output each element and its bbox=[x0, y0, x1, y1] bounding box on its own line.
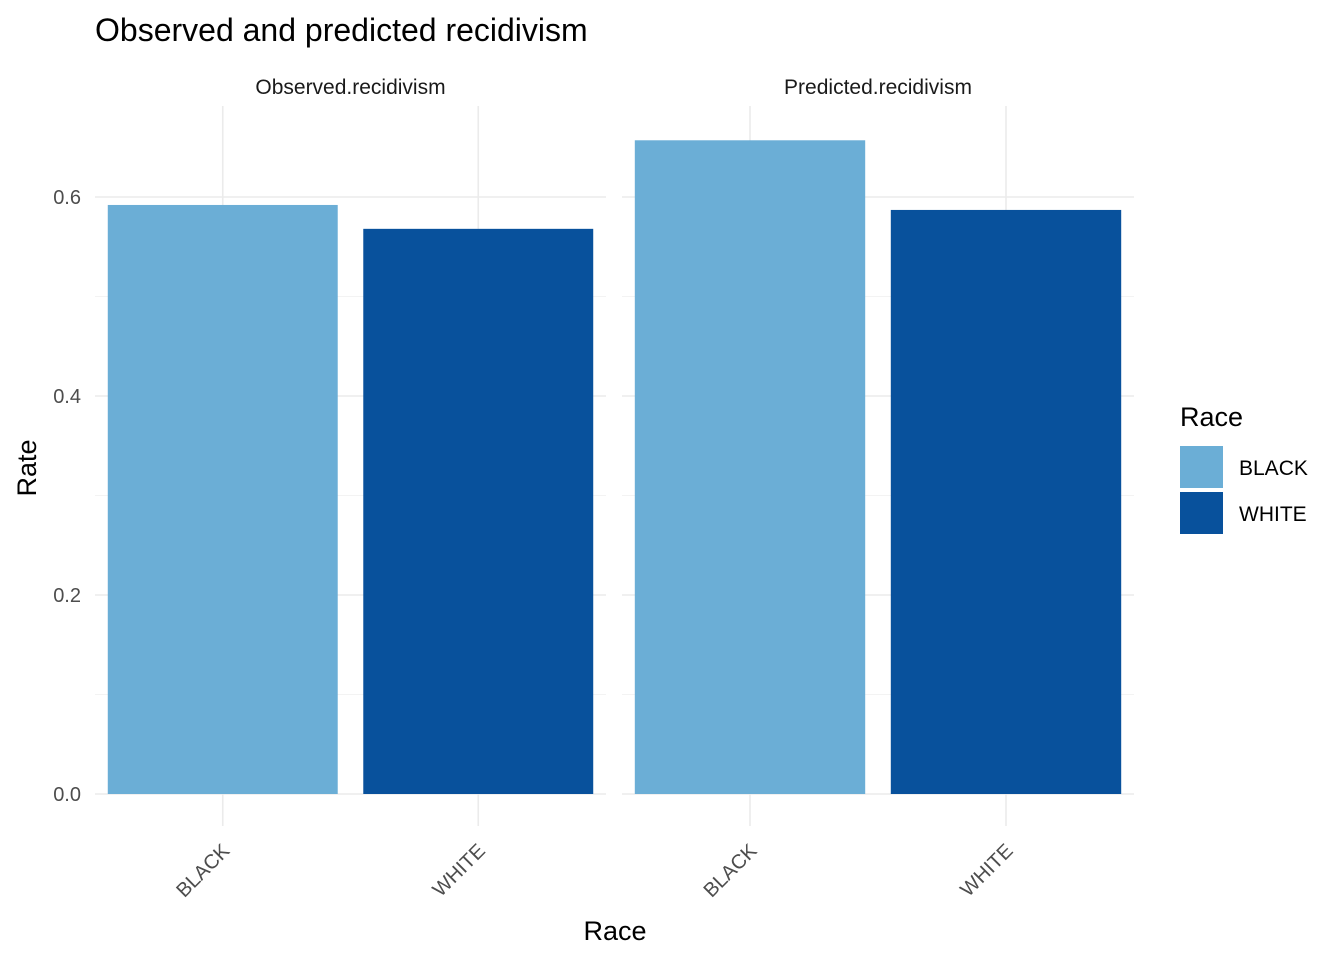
bar-black bbox=[634, 140, 866, 794]
x-axis-title: Race bbox=[583, 916, 646, 946]
facet-strip-label: Observed.recidivism bbox=[255, 76, 445, 99]
legend-label: WHITE bbox=[1239, 503, 1307, 526]
legend-label: BLACK bbox=[1239, 457, 1308, 480]
bar-white bbox=[890, 209, 1122, 794]
bar-white bbox=[363, 228, 594, 795]
facet-panel: Observed.recidivism BLACK WHITE bbox=[95, 76, 606, 902]
chart-title: Observed and predicted recidivism bbox=[95, 12, 588, 48]
x-tick-label: WHITE bbox=[956, 840, 1017, 901]
x-tick-label: BLACK bbox=[700, 840, 762, 902]
x-tick-label: BLACK bbox=[172, 840, 234, 902]
y-tick-label: 0.2 bbox=[53, 585, 81, 607]
y-tick-label: 0.4 bbox=[53, 386, 81, 408]
legend: Race BLACK WHITE bbox=[1180, 402, 1308, 534]
x-tick-label: WHITE bbox=[429, 840, 490, 901]
facet-panels: 0.0 0.2 0.4 0.6 Observed.recidivism BLACK WHIT… bbox=[53, 76, 1134, 902]
y-axis-title: Rate bbox=[12, 439, 42, 496]
y-tick-label: 0.6 bbox=[53, 187, 81, 209]
facet-strip-label: Predicted.recidivism bbox=[784, 76, 972, 99]
y-tick-label: 0.0 bbox=[53, 784, 81, 806]
facet-panel: Predicted.recidivism BLACK WHITE bbox=[622, 76, 1134, 902]
legend-title: Race bbox=[1180, 402, 1243, 432]
legend-swatch-white bbox=[1180, 492, 1223, 534]
legend-swatch-black bbox=[1180, 446, 1223, 488]
bar-black bbox=[107, 204, 338, 794]
